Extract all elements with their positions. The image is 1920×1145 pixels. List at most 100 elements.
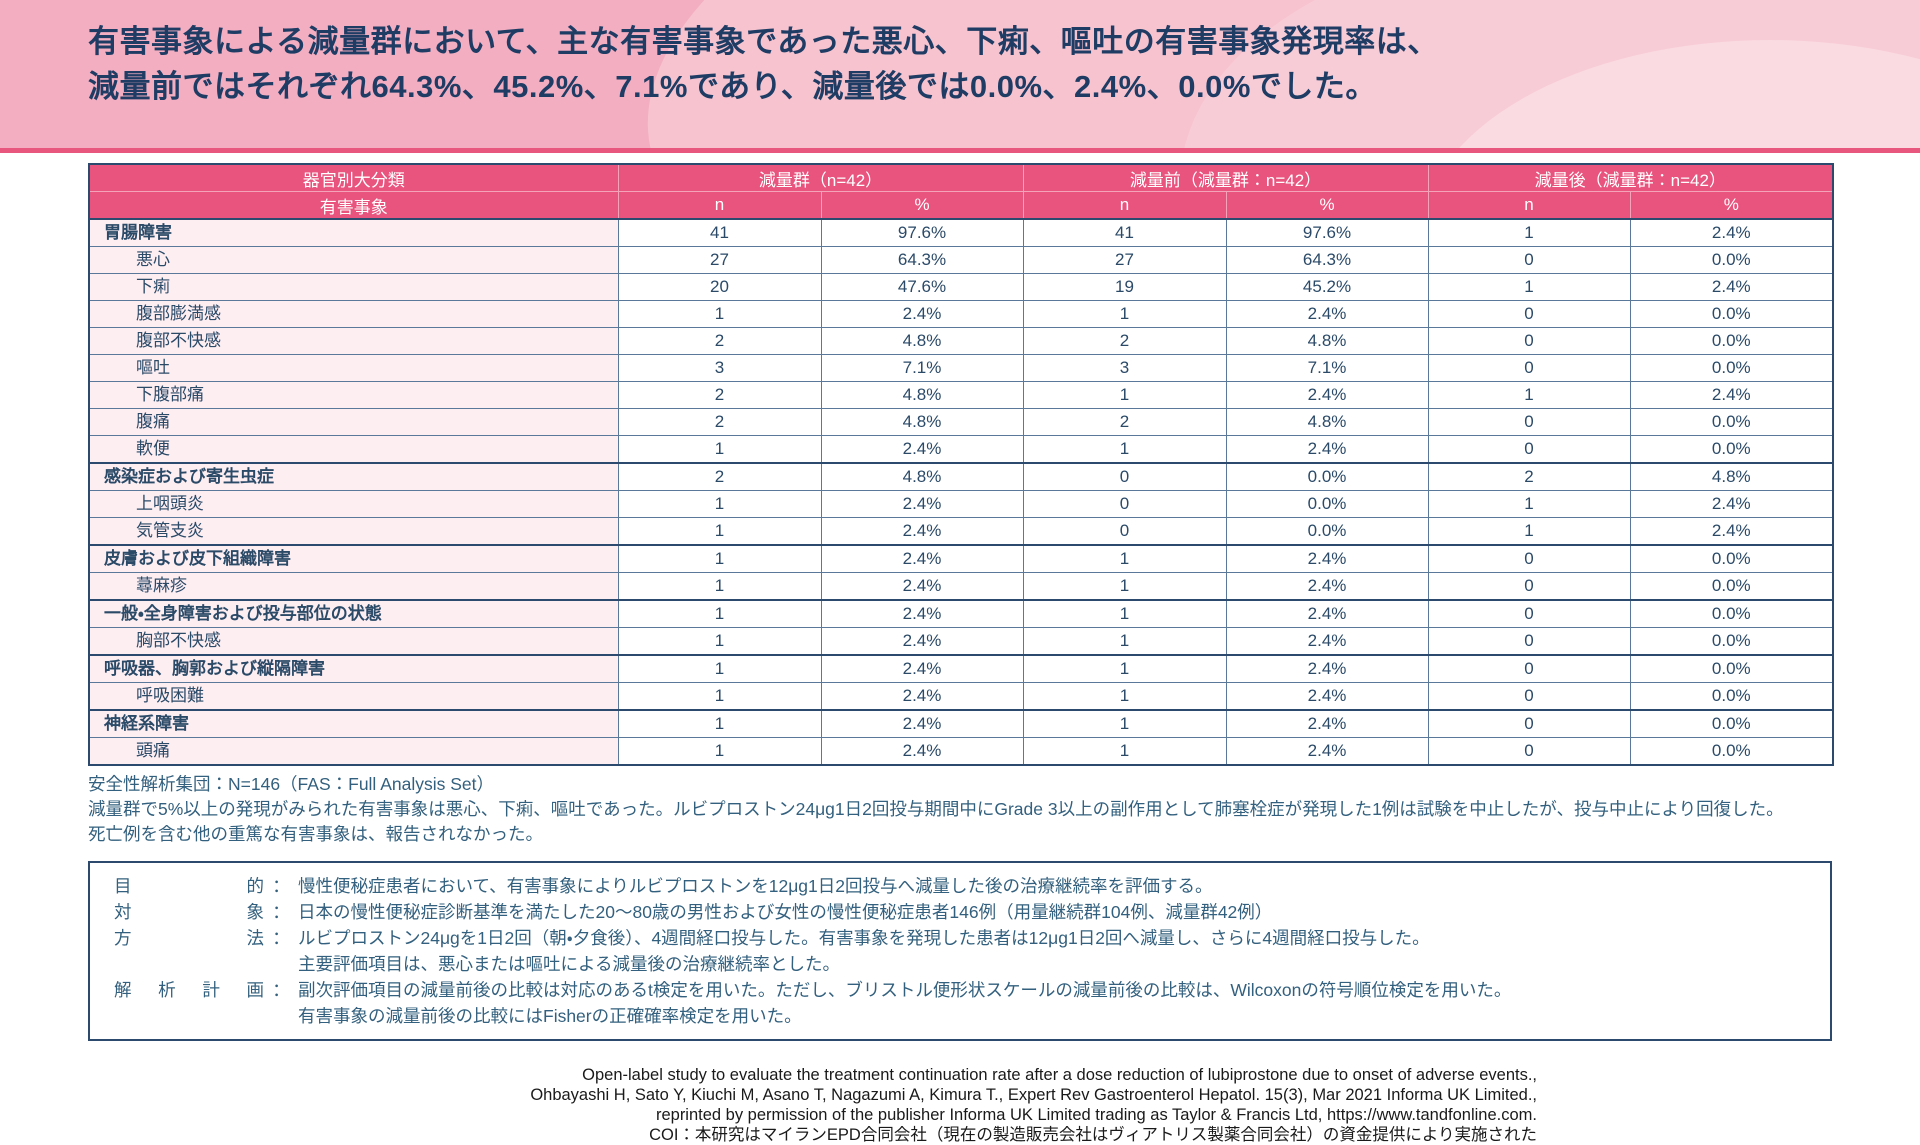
- table-cell-value: 0: [1022, 490, 1227, 518]
- study-design-label: [114, 951, 264, 977]
- table-cell-value: 2.4%: [820, 737, 1024, 765]
- table-cell-value: 2.4%: [1629, 218, 1834, 247]
- table-row: 胸部不快感 1 2.4% 1 2.4% 0 0.0%: [88, 627, 1834, 655]
- table-cell-value: 1: [617, 300, 822, 328]
- col-header-n-2: n: [1022, 191, 1227, 220]
- table-cell-value: 1: [617, 682, 822, 710]
- table-cell-value: 2.4%: [820, 300, 1024, 328]
- col-header-soc: 器官別大分類: [88, 163, 619, 192]
- adverse-event-label: 呼吸器、胸郭および縦隔障害: [88, 654, 619, 683]
- study-design-text: 慢性便秘症患者において、有害事象によりルビプロストンを12μg1日2回投与へ減量…: [298, 875, 1213, 896]
- table-cell-value: 2: [1427, 462, 1631, 491]
- table-row: 蕁麻疹 1 2.4% 1 2.4% 0 0.0%: [88, 572, 1834, 600]
- table-row: 感染症および寄生虫症 2 4.8% 0 0.0% 2 4.8%: [88, 462, 1834, 491]
- table-cell-value: 1: [617, 599, 822, 628]
- table-cell-value: 1: [1022, 627, 1227, 655]
- table-cell-value: 2.4%: [1225, 654, 1429, 683]
- citation-line: Ohbayashi H, Sato Y, Kiuchi M, Asano T, …: [530, 1085, 1537, 1104]
- table-cell-value: 0.0%: [1225, 490, 1429, 518]
- table-cell-value: 1: [617, 435, 822, 463]
- footnote-line: 安全性解析集団：N=146（FAS：Full Analysis Set）: [88, 774, 495, 794]
- table-cell-value: 2.4%: [820, 435, 1024, 463]
- table-cell-value: 2.4%: [820, 517, 1024, 545]
- col-header-adverse-event: 有害事象: [88, 191, 619, 220]
- banner-decoration: [1420, 40, 1920, 148]
- adverse-event-label: 嘔吐: [88, 354, 619, 382]
- study-design-box: 目的 ： 慢性便秘症患者において、有害事象によりルビプロストンを12μg1日2回投与…: [88, 860, 1832, 1041]
- footnote-line: 減量群で5%以上の発現がみられた有害事象は悪心、下痢、嘔吐であった。ルビプロスト…: [88, 798, 1784, 819]
- table-cell-value: 2.4%: [820, 544, 1024, 573]
- table-row: 軟便 1 2.4% 1 2.4% 0 0.0%: [88, 435, 1834, 463]
- study-design-label: 解析計画: [114, 979, 264, 1000]
- adverse-events-table-wrap: 器官別大分類 減量群（n=42） 減量前（減量群：n=42） 減量後（減量群：n…: [88, 163, 1835, 766]
- table-cell-value: 1: [1427, 517, 1631, 545]
- table-row: 呼吸器、胸郭および縦隔障害 1 2.4% 1 2.4% 0 0.0%: [88, 654, 1834, 683]
- footnote-line: 死亡例を含む他の重篤な有害事象は、報告されなかった。: [88, 823, 543, 844]
- table-cell-value: 0.0%: [1629, 300, 1834, 328]
- table-cell-value: 2.4%: [1225, 300, 1429, 328]
- table-cell-value: 2.4%: [1629, 273, 1834, 301]
- col-header-after-reduction: 減量後（減量群：n=42）: [1427, 163, 1834, 192]
- table-cell-value: 0: [1427, 544, 1631, 573]
- table-cell-value: 19: [1022, 273, 1227, 301]
- table-row: 下腹部痛 2 4.8% 1 2.4% 1 2.4%: [88, 381, 1834, 409]
- adverse-event-label: 頭痛: [88, 737, 619, 765]
- table-cell-value: 64.3%: [820, 246, 1024, 274]
- col-header-before-reduction: 減量前（減量群：n=42）: [1022, 163, 1429, 192]
- table-cell-value: 0: [1427, 682, 1631, 710]
- table-cell-value: 2.4%: [1225, 737, 1429, 765]
- adverse-event-label: 腹部不快感: [88, 327, 619, 355]
- table-cell-value: 2.4%: [1629, 517, 1834, 545]
- table-cell-value: 0: [1427, 408, 1631, 436]
- table-body: 胃腸障害 41 97.6% 41 97.6% 1 2.4% 悪心 27 64.3% 27 64.3% 0…: [88, 218, 1834, 765]
- table-cell-value: 1: [1427, 381, 1631, 409]
- table-cell-value: 4.8%: [820, 381, 1024, 409]
- study-design-text: 主要評価項目は、悪心または嘔吐による減量後の治療継続率とした。: [298, 953, 840, 974]
- table-cell-value: 4.8%: [1225, 408, 1429, 436]
- table-row: 嘔吐 3 7.1% 3 7.1% 0 0.0%: [88, 354, 1834, 382]
- table-cell-value: 0.0%: [1629, 408, 1834, 436]
- col-header-n-1: n: [617, 191, 822, 220]
- col-header-pct-1: %: [820, 191, 1024, 220]
- table-cell-value: 1: [1022, 544, 1227, 573]
- table-cell-value: 1: [617, 737, 822, 765]
- table-cell-value: 1: [1427, 273, 1631, 301]
- slide-title-line-2: 減量前ではそれぞれ64.3%、45.2%、7.1%であり、減量後では0.0%、2…: [88, 68, 1377, 104]
- study-design-label: 方法: [114, 927, 264, 948]
- table-cell-value: 2.4%: [1225, 682, 1429, 710]
- study-design-row: 対象 ： 日本の慢性便秘症診断基準を満たした20～80歳の男性および女性の慢性便秘症…: [114, 899, 1812, 925]
- table-cell-value: 1: [1022, 654, 1227, 683]
- table-cell-value: 1: [1022, 435, 1227, 463]
- table-cell-value: 0.0%: [1629, 544, 1834, 573]
- study-design-text: 副次評価項目の減量前後の比較は対応のあるt検定を用いた。ただし、ブリストル便形状…: [298, 979, 1512, 1000]
- table-row: 胃腸障害 41 97.6% 41 97.6% 1 2.4%: [88, 218, 1834, 247]
- table-cell-value: 1: [1427, 218, 1631, 247]
- study-design-colon: ：: [272, 901, 290, 922]
- table-cell-value: 1: [617, 490, 822, 518]
- col-header-n-3: n: [1427, 191, 1631, 220]
- table-cell-value: 0: [1427, 599, 1631, 628]
- col-header-reduction-group: 減量群（n=42）: [617, 163, 1024, 192]
- table-cell-value: 97.6%: [1225, 218, 1429, 247]
- table-cell-value: 1: [617, 517, 822, 545]
- table-cell-value: 1: [617, 572, 822, 600]
- table-cell-value: 0.0%: [1629, 654, 1834, 683]
- table-cell-value: 1: [1022, 381, 1227, 409]
- table-cell-value: 1: [617, 709, 822, 738]
- adverse-event-label: 悪心: [88, 246, 619, 274]
- table-cell-value: 1: [1427, 490, 1631, 518]
- table-cell-value: 41: [617, 218, 822, 247]
- table-cell-value: 2.4%: [820, 682, 1024, 710]
- table-cell-value: 47.6%: [820, 273, 1024, 301]
- table-cell-value: 3: [1022, 354, 1227, 382]
- table-cell-value: 64.3%: [1225, 246, 1429, 274]
- table-row: 気管支炎 1 2.4% 0 0.0% 1 2.4%: [88, 517, 1834, 545]
- table-cell-value: 0: [1022, 462, 1227, 491]
- table-cell-value: 1: [1022, 682, 1227, 710]
- table-cell-value: 0: [1427, 654, 1631, 683]
- table-cell-value: 1: [617, 544, 822, 573]
- table-cell-value: 27: [617, 246, 822, 274]
- table-cell-value: 0.0%: [1629, 327, 1834, 355]
- table-cell-value: 0.0%: [1629, 572, 1834, 600]
- study-design-row: 主要評価項目は、悪心または嘔吐による減量後の治療継続率とした。: [114, 951, 1812, 977]
